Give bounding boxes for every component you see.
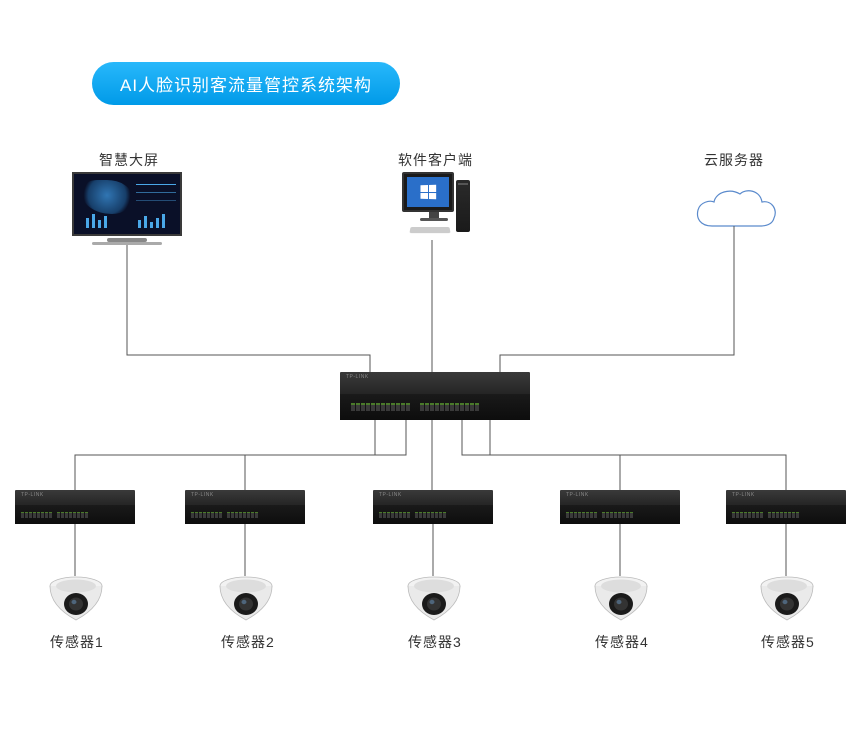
sensor-1-label: 传感器1 (50, 632, 104, 652)
sensor-2-label: 传感器2 (221, 632, 275, 652)
diagram-title: AI人脸识别客流量管控系统架构 (92, 62, 400, 105)
sensor-4-label: 传感器4 (595, 632, 649, 652)
sub-switch-4-icon: TP-LINK (560, 490, 680, 524)
sensor-5-label: 传感器5 (761, 632, 815, 652)
sub-switch-1-icon: TP-LINK (15, 490, 135, 524)
sensor-2-icon (218, 576, 274, 622)
dashboard-icon (72, 172, 182, 244)
sub-switch-5-icon: TP-LINK (726, 490, 846, 524)
sensor-3-icon (406, 576, 462, 622)
sensor-1-icon (48, 576, 104, 622)
sensor-3-label: 传感器3 (408, 632, 462, 652)
sub-switch-3-icon: TP-LINK (373, 490, 493, 524)
sensor-4-icon (593, 576, 649, 622)
cloud-label: 云服务器 (704, 150, 764, 170)
sub-switch-2-icon: TP-LINK (185, 490, 305, 524)
sensor-5-icon (759, 576, 815, 622)
pc-client-icon (402, 172, 466, 240)
client-label: 软件客户端 (398, 150, 473, 170)
central-switch-icon: TP-LINK (340, 372, 530, 420)
dashboard-label: 智慧大屏 (99, 150, 159, 170)
cloud-icon (690, 186, 780, 236)
